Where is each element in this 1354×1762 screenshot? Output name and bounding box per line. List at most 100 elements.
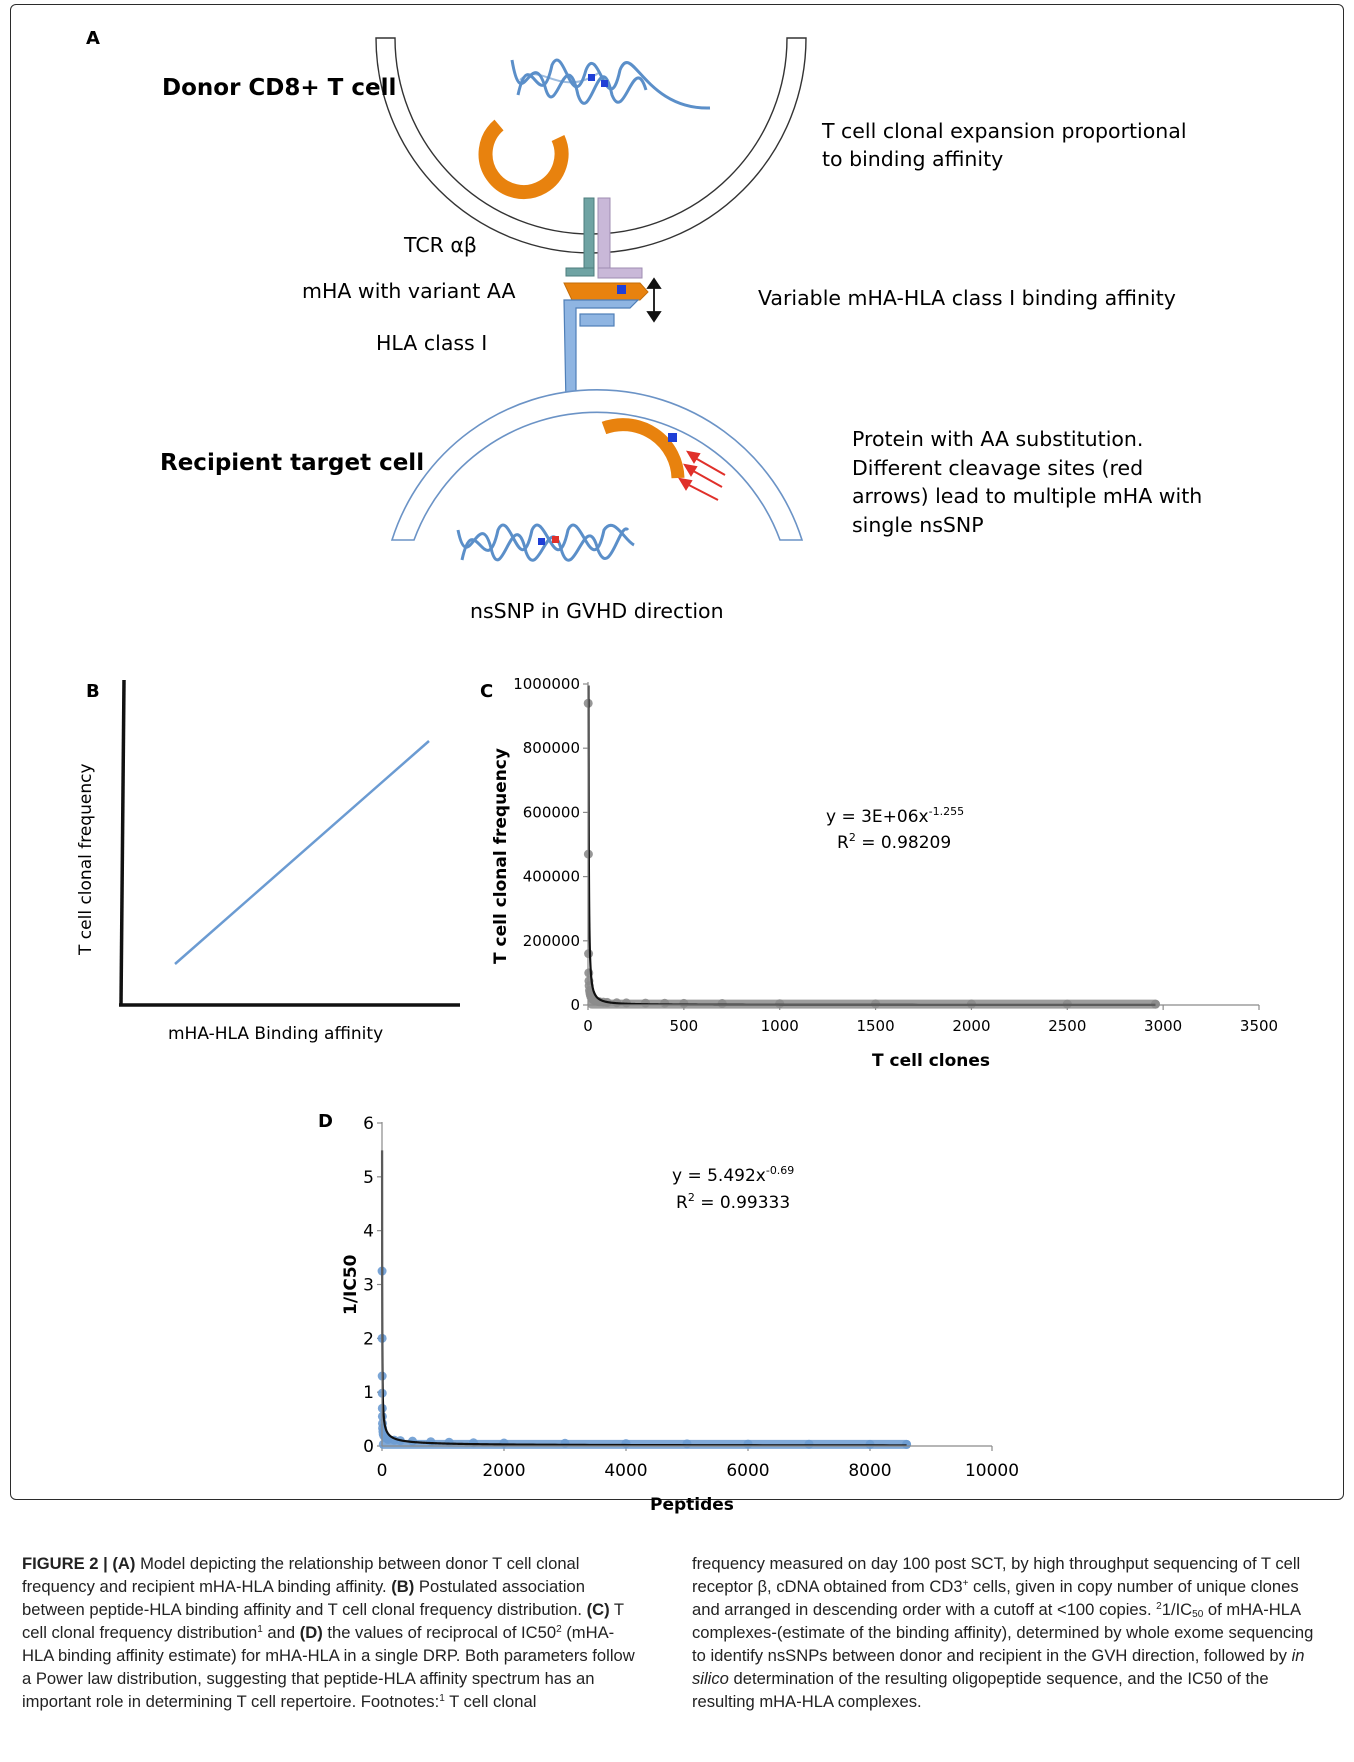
- panel-d-x-tick-label: 0: [377, 1461, 388, 1481]
- caption-and: and: [262, 1623, 300, 1642]
- panel-c-y-tick-label: 200000: [523, 932, 580, 950]
- caption-column-right: frequency measured on day 100 post SCT, …: [692, 1552, 1314, 1713]
- panel-d-y-tick-label: 1: [363, 1383, 374, 1403]
- recipient-dna-icon: [456, 523, 635, 562]
- caption-footnote-2-text-2: of mHA-HLA complexes-(estimate of the bi…: [692, 1600, 1314, 1665]
- panel-c-y-tick-label: 1000000: [513, 675, 580, 693]
- panel-d-y-tick-label: 4: [363, 1222, 374, 1242]
- panel-b-letter: B: [86, 681, 100, 702]
- caption-d-text: the values of reciprocal of IC50: [322, 1623, 557, 1642]
- hla-label: HLA class I: [376, 331, 487, 355]
- caption-footnote-1-mark: 1: [439, 1693, 445, 1704]
- recipient-variant-mark: [668, 433, 677, 442]
- figure-frame: [10, 4, 1344, 1500]
- caption-b-text: Postulated association between peptide-H…: [22, 1577, 587, 1619]
- caption-c-tag: (C): [586, 1600, 610, 1619]
- recipient-protein-icon: [601, 418, 685, 479]
- panel-c-equation: y = 3E+06x-1.255: [826, 805, 964, 827]
- panel-b-x-label: mHA-HLA Binding affinity: [168, 1024, 383, 1044]
- panel-c-y-tick-label: 400000: [523, 868, 580, 886]
- panel-d-data-point: [621, 1439, 631, 1449]
- panel-d-y-tick-label: 2: [363, 1329, 374, 1349]
- panel-d-x-tick-label: 2000: [482, 1461, 525, 1481]
- caption-ic50-sub: 50: [1192, 1609, 1204, 1620]
- panel-d-x-tick-label: 4000: [604, 1461, 647, 1481]
- panel-a-diagram: A Donor CD8+ T cell T cell clonal expans…: [86, 28, 1202, 623]
- panel-d-y-tick-label: 5: [363, 1168, 374, 1188]
- panel-c-y-tick-label: 0: [570, 996, 580, 1014]
- caption-footnote-1-text-2: cells, given in copy number of unique cl…: [692, 1577, 1299, 1619]
- panel-c-data-point: [1150, 999, 1160, 1009]
- panel-c-x-tick-label: 2000: [952, 1017, 990, 1035]
- caption-a-tag: (A): [112, 1554, 136, 1573]
- panel-d-fit-curve: [380, 1150, 907, 1447]
- cleavage-arrows-icon: [678, 450, 726, 501]
- protein-note-line-3: arrows) lead to multiple mHA with: [852, 484, 1202, 508]
- caption-footnote-2-mark: 2: [1156, 1601, 1162, 1612]
- figure-caption: FIGURE 2 | (A) Model depicting the relat…: [22, 1552, 1340, 1752]
- panel-c-x-label: T cell clones: [872, 1051, 990, 1071]
- panel-d-x-label: Peptides: [650, 1495, 734, 1515]
- panel-c-data-point: [775, 999, 785, 1009]
- panel-c-letter: C: [480, 681, 493, 702]
- recipient-cell-membrane: [390, 389, 804, 541]
- panel-d-data-point: [682, 1439, 692, 1449]
- panel-d-y-tick-label: 6: [363, 1114, 374, 1134]
- affinity-label: Variable mHA-HLA class I binding affinit…: [758, 286, 1176, 310]
- tcr-label: TCR αβ: [403, 233, 477, 257]
- caption-c-text: T cell clonal frequency distribution: [22, 1600, 624, 1642]
- protein-note-line-2: Different cleavage sites (red: [852, 456, 1143, 480]
- tcr-alpha-beta-icon: [565, 197, 643, 279]
- caption-footnote-2-text-3: determination of the resulting oligopept…: [692, 1669, 1269, 1711]
- panel-c-r-squared: R2 = 0.98209: [837, 831, 951, 853]
- caption-label: FIGURE 2 |: [22, 1554, 108, 1573]
- affinity-double-arrow-icon: [646, 277, 662, 323]
- panel-d-y-tick-label: 0: [363, 1437, 374, 1457]
- variant-aa-mark: [617, 285, 626, 294]
- panel-d-data-point: [444, 1437, 454, 1447]
- panel-c-y-tick-label: 800000: [523, 739, 580, 757]
- panel-d-x-tick-label: 10000: [965, 1461, 1019, 1481]
- protein-note-line-1: Protein with AA substitution.: [852, 427, 1143, 451]
- panel-c-chart: C 0 200000 400000 600000 800000 1000000 0 500 1…: [480, 675, 1278, 1071]
- panel-c-y-label: T cell clonal frequency: [491, 748, 511, 964]
- caption-d-tag: (D): [299, 1623, 323, 1642]
- caption-a-text: Model depicting the relationship between…: [22, 1554, 580, 1596]
- panel-b-y-label: T cell clonal frequency: [76, 764, 96, 957]
- panel-c-x-tick-label: 500: [670, 1017, 699, 1035]
- donor-cell-membrane: [375, 37, 807, 254]
- panel-a-letter: A: [86, 28, 100, 49]
- snp-mark: [552, 536, 559, 543]
- panel-d-y-label: 1/IC50: [341, 1254, 361, 1315]
- panel-d-data-point: [804, 1439, 814, 1449]
- panel-b-trend-line: [174, 740, 430, 965]
- caption-footnote-1-text-cont: frequency measured on day 100 post SCT, …: [692, 1554, 1301, 1596]
- clonal-expansion-line-2: to binding affinity: [822, 147, 1003, 171]
- panel-c-x-tick-label: 1000: [761, 1017, 799, 1035]
- donor-protein-icon: [478, 119, 569, 200]
- panel-c-x-tick-label: 1500: [856, 1017, 894, 1035]
- caption-column-left: FIGURE 2 | (A) Model depicting the relat…: [22, 1552, 644, 1713]
- panel-c-x-tick-label: 3500: [1240, 1017, 1278, 1035]
- panel-d-r-squared: R2 = 0.99333: [676, 1191, 790, 1213]
- panel-d-x-tick-label: 6000: [726, 1461, 769, 1481]
- panel-b-diagram: B T cell clonal frequency mHA-HLA Bindin…: [76, 679, 460, 1044]
- panel-c-x-tick-label: 2500: [1048, 1017, 1086, 1035]
- caption-d-text-2: (mHA-HLA binding affinity estimate) for …: [22, 1623, 635, 1711]
- caption-fn1-mark: 1: [257, 1624, 263, 1635]
- nssnp-label: nsSNP in GVHD direction: [470, 599, 724, 623]
- panel-c-x-tick-label: 0: [583, 1017, 593, 1035]
- panel-d-data-point: [426, 1437, 436, 1447]
- caption-cd3-plus: +: [962, 1578, 969, 1589]
- protein-note-line-4: single nsSNP: [852, 513, 984, 537]
- panel-d-letter: D: [318, 1111, 333, 1132]
- donor-dna-icon: [510, 58, 711, 110]
- mha-variant-label: mHA with variant AA: [302, 279, 515, 303]
- clonal-expansion-line-1: T cell clonal expansion proportional: [821, 119, 1187, 143]
- panel-d-equation: y = 5.492x-0.69: [672, 1164, 794, 1186]
- panel-c-y-tick-label: 600000: [523, 803, 580, 821]
- caption-in-silico: in silico: [692, 1646, 1305, 1688]
- panel-d-y-tick-label: 3: [363, 1276, 374, 1296]
- panel-b-y-axis: [119, 679, 126, 1006]
